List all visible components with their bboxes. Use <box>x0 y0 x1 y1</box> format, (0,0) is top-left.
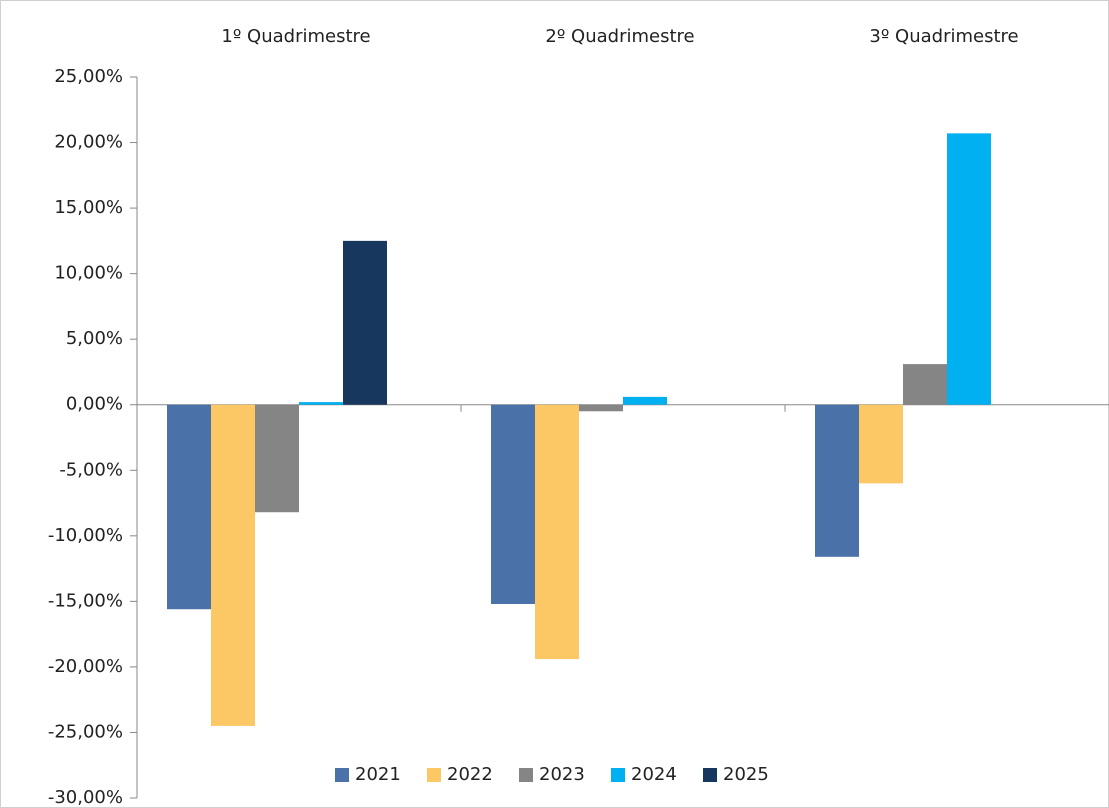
legend-label: 2022 <box>447 764 493 785</box>
bar <box>947 133 991 405</box>
legend-swatch <box>427 768 441 782</box>
bar <box>299 402 343 405</box>
bar <box>623 396 667 405</box>
y-tick-label: -10,00% <box>48 525 123 546</box>
bar <box>491 404 535 604</box>
bar <box>255 404 299 513</box>
y-tick-label: 25,00% <box>54 66 123 87</box>
bar <box>343 240 387 405</box>
bar <box>535 404 579 660</box>
y-tick-label: -30,00% <box>48 787 123 808</box>
y-tick-label: -15,00% <box>48 590 123 611</box>
y-tick-label: -5,00% <box>59 459 123 480</box>
y-tick-label: 5,00% <box>66 328 123 349</box>
legend-label: 2024 <box>631 764 677 785</box>
category-label: 3º Quadrimestre <box>869 26 1018 47</box>
y-tick-label: 10,00% <box>54 263 123 284</box>
y-tick-label: -25,00% <box>48 721 123 742</box>
legend-swatch <box>611 768 625 782</box>
bar <box>859 404 903 484</box>
y-tick-label: 0,00% <box>66 394 123 415</box>
category-label: 1º Quadrimestre <box>221 26 370 47</box>
legend-swatch <box>703 768 717 782</box>
bar <box>167 404 211 610</box>
legend-label: 2025 <box>723 764 769 785</box>
legend-swatch <box>519 768 533 782</box>
y-tick-label: -20,00% <box>48 656 123 677</box>
bar <box>903 364 947 405</box>
legend-label: 2021 <box>355 764 401 785</box>
y-tick-label: 15,00% <box>54 197 123 218</box>
y-tick-label: 20,00% <box>54 132 123 153</box>
legend-swatch <box>335 768 349 782</box>
bar <box>579 404 623 412</box>
legend-label: 2023 <box>539 764 585 785</box>
bar <box>211 404 255 726</box>
bar <box>815 404 859 557</box>
category-label: 2º Quadrimestre <box>545 26 694 47</box>
